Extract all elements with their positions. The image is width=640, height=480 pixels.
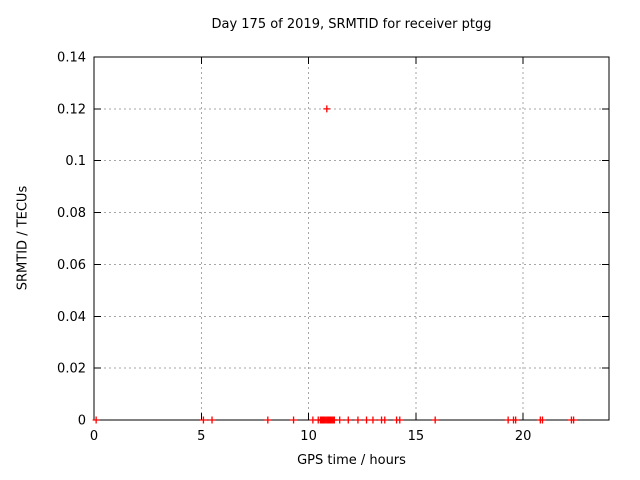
data-point-marker — [381, 416, 389, 424]
y-tick-label: 0.04 — [57, 310, 86, 325]
plot-border — [93, 56, 610, 421]
axis-ticks — [93, 56, 609, 421]
data-point-marker — [323, 105, 331, 113]
y-tick-label: 0 — [78, 414, 86, 429]
data-point-marker — [92, 416, 100, 424]
data-point-marker — [512, 416, 520, 424]
data-point-marker — [363, 416, 371, 424]
data-point-marker — [199, 416, 207, 424]
y-tick-label: 0.02 — [57, 362, 86, 377]
data-point-marker — [431, 416, 439, 424]
x-tick-labels: 0 5 10 15 20 — [90, 429, 532, 444]
x-tick-label: 5 — [197, 429, 205, 444]
data-point-marker — [396, 416, 404, 424]
data-point-marker — [354, 416, 362, 424]
data-point-marker — [369, 416, 377, 424]
x-tick-label: 0 — [90, 429, 98, 444]
chart-title: Day 175 of 2019, SRMTID for receiver ptg… — [211, 17, 492, 32]
data-point-marker — [208, 416, 216, 424]
y-tick-label: 0.1 — [65, 154, 86, 169]
data-points-SRMTID — [92, 105, 578, 424]
y-tick-label: 0.06 — [57, 258, 86, 273]
x-tick-label: 10 — [300, 429, 317, 444]
data-point-marker — [570, 416, 578, 424]
x-tick-label: 20 — [515, 429, 532, 444]
y-tick-labels: 0 0.02 0.04 0.06 0.08 0.1 0.12 0.14 — [57, 51, 86, 429]
x-tick-label: 15 — [408, 429, 425, 444]
data-point-marker — [538, 416, 546, 424]
data-point-marker — [264, 416, 272, 424]
y-tick-label: 0.14 — [57, 51, 86, 66]
data-point-marker — [344, 416, 352, 424]
x-axis-label: GPS time / hours — [297, 453, 406, 468]
grid-lines — [94, 57, 609, 420]
data-point-marker — [290, 416, 298, 424]
data-point-marker — [336, 416, 344, 424]
y-tick-label: 0.12 — [57, 102, 86, 117]
y-tick-label: 0.08 — [57, 206, 86, 221]
